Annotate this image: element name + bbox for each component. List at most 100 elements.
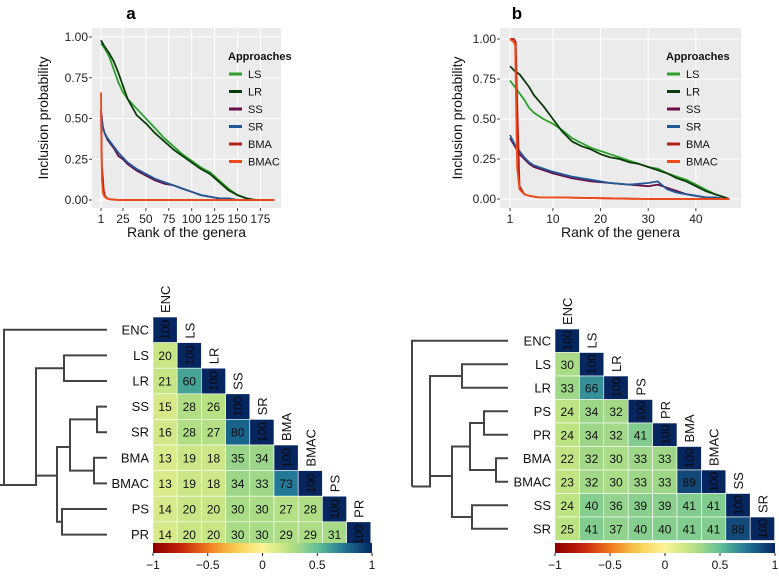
heatmap-cell <box>225 419 251 446</box>
heatmap-cell <box>176 470 202 497</box>
heatmap-cell <box>176 495 202 523</box>
y-tick-label: 1.00 <box>473 32 497 46</box>
colorbar <box>153 543 372 553</box>
dendrogram-branch <box>61 508 107 536</box>
cell-value: 21 <box>158 375 172 389</box>
heatmap-cell <box>152 342 178 369</box>
cell-value: 24 <box>561 499 575 513</box>
column-label: PR <box>352 500 367 518</box>
cell-value: 29 <box>304 528 318 542</box>
cell-value: 100 <box>352 524 366 544</box>
cell-value: 24 <box>561 428 575 442</box>
cell-value: 100 <box>634 401 648 421</box>
cell-value: 24 <box>561 405 575 419</box>
x-tick-label: 150 <box>228 212 248 226</box>
cell-value: 13 <box>158 451 172 465</box>
cell-value: 100 <box>304 473 318 493</box>
cell-value: 27 <box>279 503 293 517</box>
cell-value: 66 <box>585 381 599 395</box>
colorbar-tick-label: −0.5 <box>598 558 622 572</box>
dendrogram-branch <box>93 456 107 485</box>
cell-value: 16 <box>158 426 172 440</box>
cell-value: 40 <box>658 522 672 536</box>
row-label: BMAC <box>111 476 149 491</box>
y-tick-label: 0.00 <box>65 193 89 207</box>
heatmap-cell <box>749 516 775 541</box>
heatmap-c: 100 20 100 21 60 100 15 28 26 100 16 28 27 80 100 13 19 1… <box>0 286 376 572</box>
column-label: BMA <box>682 414 697 443</box>
dendrogram-branch <box>63 354 107 382</box>
cell-value: 100 <box>207 371 221 391</box>
cell-value: 14 <box>158 528 172 542</box>
cell-value: 100 <box>585 354 599 374</box>
cell-value: 36 <box>609 499 623 513</box>
row-label: BMA <box>121 450 150 465</box>
row-label: PR <box>533 427 551 442</box>
cell-value: 28 <box>183 426 197 440</box>
row-label: PR <box>131 527 149 542</box>
cell-value: 88 <box>731 522 745 536</box>
row-label: LR <box>534 380 551 395</box>
y-axis-label: Inclusion probability <box>449 57 465 180</box>
cell-value: 100 <box>683 448 697 468</box>
colorbar-tick-label: 0 <box>259 558 266 572</box>
colorbar-tick-label: −1 <box>548 558 562 572</box>
cell-value: 30 <box>609 475 623 489</box>
row-label: PS <box>132 502 150 517</box>
y-tick-label: 0.25 <box>65 152 89 166</box>
heatmap-cell <box>297 470 323 497</box>
x-tick-label: 25 <box>116 212 130 226</box>
heatmap-cell <box>249 419 275 446</box>
plot-panel <box>500 28 741 208</box>
cell-value: 40 <box>634 522 648 536</box>
cell-value: 100 <box>280 447 294 467</box>
cell-value: 41 <box>585 522 599 536</box>
cell-value: 19 <box>183 451 197 465</box>
y-tick-label: 0.50 <box>473 112 497 126</box>
dendrogram-branch <box>412 450 431 488</box>
cell-value: 34 <box>585 428 599 442</box>
column-label: PS <box>328 475 343 493</box>
x-tick-label: 175 <box>250 212 270 226</box>
dendrogram-branch <box>495 457 508 483</box>
cell-value: 22 <box>561 452 575 466</box>
cell-value: 30 <box>609 452 623 466</box>
legend-title: Approaches <box>666 51 730 63</box>
cell-value: 32 <box>609 405 623 419</box>
cell-value: 33 <box>561 381 575 395</box>
legend-label-sr: SR <box>248 122 263 134</box>
cell-value: 23 <box>561 475 575 489</box>
column-label: BMAC <box>707 428 722 466</box>
heatmap-cell <box>249 470 275 497</box>
row-label: SS <box>132 399 150 414</box>
dendrogram-branch <box>483 410 508 436</box>
legend-label-ss: SS <box>686 104 701 116</box>
x-tick-label: 1 <box>98 212 105 226</box>
heatmap-cell <box>152 470 178 497</box>
cell-value: 80 <box>231 426 245 440</box>
row-label: ENC <box>524 333 551 348</box>
colorbar-tick-label: −1 <box>146 558 160 572</box>
series-line-lr <box>100 39 275 201</box>
x-axis-label: Rank of the genera <box>561 224 680 240</box>
column-label: LS <box>585 332 600 348</box>
heatmap-cell <box>273 495 299 523</box>
row-label: SS <box>534 498 552 513</box>
legend-label-bmac: BMAC <box>686 157 718 169</box>
row-label: ENC <box>122 322 149 337</box>
heatmap-cell <box>249 495 275 523</box>
cell-value: 40 <box>585 499 599 513</box>
legend-label-lr: LR <box>686 87 700 99</box>
cell-value: 28 <box>183 400 197 414</box>
column-label: BMA <box>279 413 294 442</box>
legend-label-ls: LS <box>686 69 699 81</box>
colorbar-tick-label: 0.5 <box>712 558 729 572</box>
cell-value: 100 <box>561 330 575 350</box>
column-label: SS <box>231 372 246 390</box>
cell-value: 33 <box>658 475 672 489</box>
cell-value: 26 <box>207 400 221 414</box>
cell-value: 41 <box>683 522 697 536</box>
heatmap-cell <box>201 419 226 446</box>
cell-value: 100 <box>610 377 624 397</box>
